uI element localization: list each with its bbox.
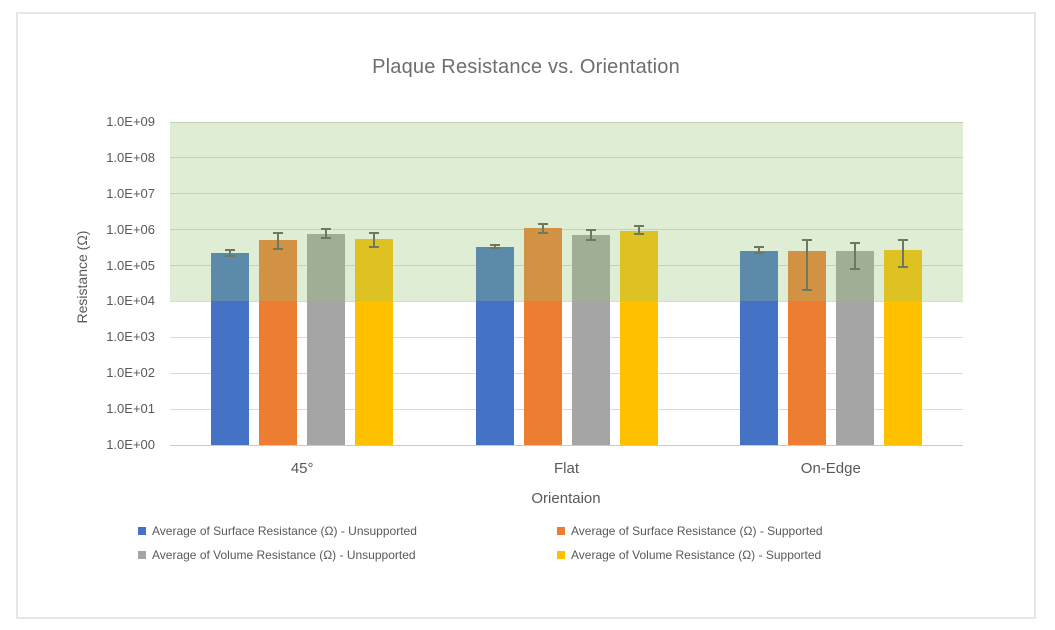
gridline xyxy=(170,408,963,410)
error-bar xyxy=(325,228,328,239)
bar-Flat-series1 xyxy=(475,247,514,445)
y-tick-label: 1.0E+04 xyxy=(106,293,155,309)
plot-area xyxy=(170,121,963,446)
error-bar-cap xyxy=(849,268,860,271)
error-bar-cap xyxy=(633,224,644,227)
error-bar-cap xyxy=(489,247,500,250)
error-bar-cap xyxy=(585,228,596,231)
error-bar-cap xyxy=(225,249,236,252)
y-tick-label: 1.0E+00 xyxy=(106,437,155,452)
y-tick-label: 1.0E+01 xyxy=(106,401,155,417)
legend-marker xyxy=(138,527,146,535)
bar-45°-series1 xyxy=(211,253,250,445)
error-bar xyxy=(277,232,280,249)
error-bar xyxy=(637,225,640,235)
error-bar-cap xyxy=(801,238,812,241)
y-tick-label: 1.0E+05 xyxy=(106,257,155,273)
error-bar xyxy=(229,250,232,257)
gridline xyxy=(170,193,963,195)
y-tick-label: 1.0E+07 xyxy=(106,185,155,201)
legend-marker xyxy=(557,527,565,535)
gridline xyxy=(170,336,963,338)
error-bar-cap xyxy=(849,242,860,245)
error-bar-cap xyxy=(585,238,596,241)
error-bar xyxy=(805,239,808,290)
bar-45°-series2 xyxy=(259,239,298,445)
x-axis-title: Orientaion xyxy=(531,490,601,507)
error-bar-cap xyxy=(273,231,284,234)
error-bar-cap xyxy=(753,245,764,248)
legend-item: Average of Volume Resistance (Ω) - Suppo… xyxy=(557,547,821,563)
y-tick-label: 1.0E+03 xyxy=(106,329,155,345)
error-bar-cap xyxy=(369,232,380,235)
legend-marker xyxy=(557,551,565,559)
error-bar-cap xyxy=(897,239,908,242)
error-bar xyxy=(493,244,496,249)
gridline xyxy=(170,265,963,267)
gridline xyxy=(170,372,963,374)
y-tick-label: 1.0E+09 xyxy=(106,114,155,129)
bar-45°-series4 xyxy=(355,239,394,445)
bar-Flat-series4 xyxy=(619,230,658,445)
error-bar xyxy=(757,246,760,253)
error-bar-cap xyxy=(633,233,644,236)
error-bar-cap xyxy=(489,243,500,246)
bar-45°-series3 xyxy=(307,233,346,445)
category-label-3: On-Edge xyxy=(800,460,861,477)
error-bar-cap xyxy=(225,255,236,258)
error-bar-cap xyxy=(273,247,284,250)
legend-label: Average of Surface Resistance (Ω) - Unsu… xyxy=(152,524,417,538)
error-bar-cap xyxy=(369,246,380,249)
legend-item: Average of Volume Resistance (Ω) - Unsup… xyxy=(138,547,416,563)
error-bar-cap xyxy=(753,251,764,254)
x-axis-line xyxy=(170,444,963,446)
gridline xyxy=(170,300,963,302)
legend-label: Average of Volume Resistance (Ω) - Unsup… xyxy=(152,548,416,562)
bar-Flat-series2 xyxy=(523,228,562,445)
error-bar xyxy=(853,243,856,270)
y-tick-label: 1.0E+06 xyxy=(106,221,155,237)
error-bar-cap xyxy=(321,227,332,230)
error-bar xyxy=(541,224,544,234)
bar-On-Edge-series1 xyxy=(739,250,778,445)
error-bar xyxy=(901,240,904,268)
error-bar-cap xyxy=(537,223,548,226)
error-bar-cap xyxy=(801,288,812,291)
y-axis-title: Resistance (Ω) xyxy=(74,230,90,324)
error-bar xyxy=(373,233,376,248)
error-bar xyxy=(589,229,592,240)
error-bar-cap xyxy=(537,232,548,235)
category-label-2: Flat xyxy=(553,460,579,477)
chart-title: Plaque Resistance vs. Orientation xyxy=(372,56,680,78)
legend-item: Average of Surface Resistance (Ω) - Unsu… xyxy=(138,523,417,539)
y-tick-label: 1.0E+02 xyxy=(106,365,155,381)
legend-item: Average of Surface Resistance (Ω) - Supp… xyxy=(557,523,823,539)
legend-label: Average of Surface Resistance (Ω) - Supp… xyxy=(571,524,823,538)
figure-frame: Plaque Resistance vs. Orientation Resist… xyxy=(16,12,1036,619)
gridline xyxy=(170,121,963,123)
error-bar-cap xyxy=(897,266,908,269)
bar-On-Edge-series4 xyxy=(883,250,922,445)
gridline xyxy=(170,157,963,159)
error-bar-cap xyxy=(321,237,332,240)
category-label-1: 45° xyxy=(290,460,314,477)
legend-label: Average of Volume Resistance (Ω) - Suppo… xyxy=(571,548,822,562)
bar-On-Edge-series3 xyxy=(835,251,874,445)
gridline xyxy=(170,229,963,231)
y-tick-label: 1.0E+08 xyxy=(106,149,155,165)
legend-marker xyxy=(138,551,146,559)
bar-Flat-series3 xyxy=(571,234,610,445)
